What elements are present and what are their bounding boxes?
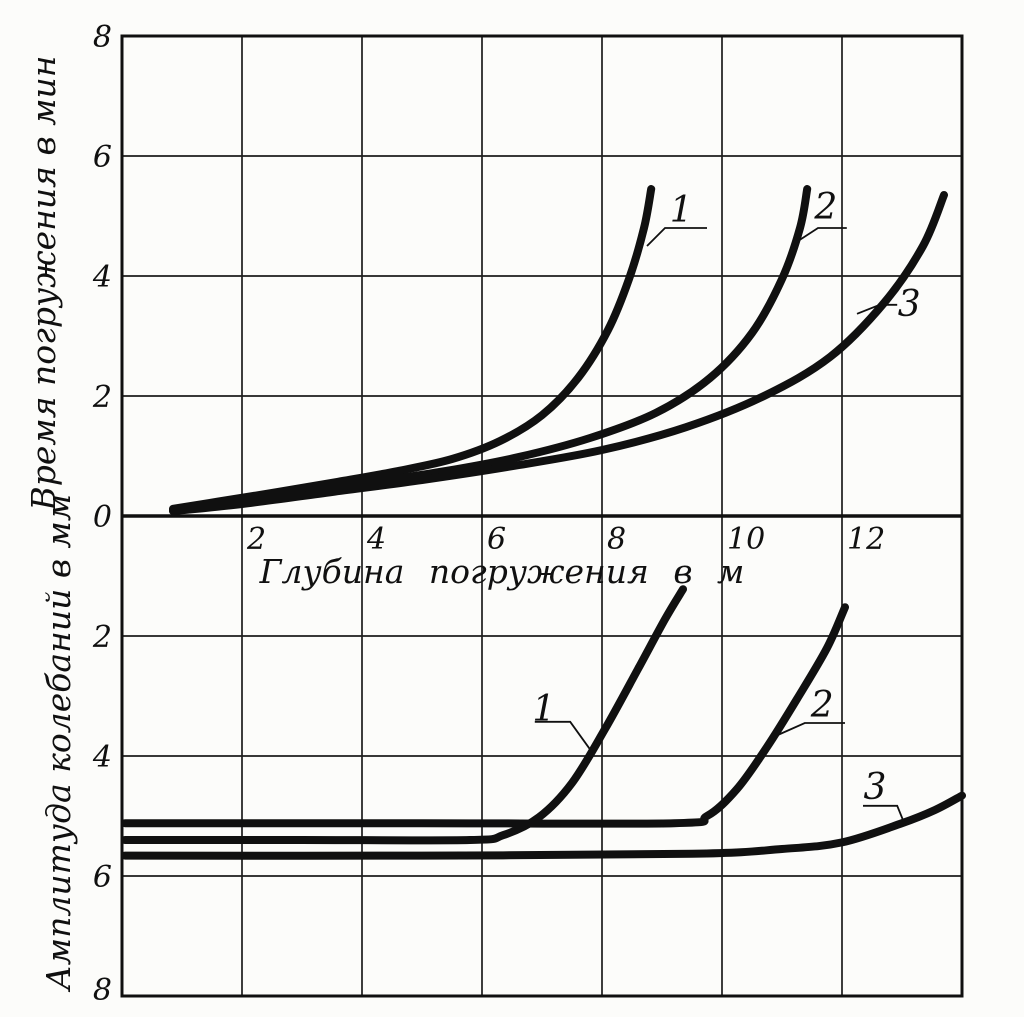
curve-label-1: 1: [532, 689, 555, 730]
x-tick-label: 6: [487, 522, 506, 557]
x-tick-label: 8: [607, 522, 626, 557]
x-tick-label: 2: [246, 522, 266, 557]
curve-2: [121, 603, 849, 828]
curve-2: [169, 185, 812, 514]
annotation-layer: 1 231 23: [532, 187, 921, 826]
x-tick-label: 10: [727, 522, 765, 557]
y-tick-label: 8: [93, 20, 112, 55]
leader-line-curve-2: [793, 227, 847, 245]
curve-3: [169, 191, 948, 516]
x-tick-label: 12: [847, 522, 885, 557]
frame-layer: [120, 34, 964, 998]
curves-bottom-layer: [121, 585, 966, 860]
curve-label-2: 2: [810, 685, 834, 726]
x-tick-label: 4: [366, 522, 386, 557]
leader-line-curve-3: [856, 303, 898, 315]
y-tick-label: 4: [92, 260, 112, 295]
y-tick-label: 4: [92, 740, 112, 775]
leader-line-curve-1: [534, 720, 593, 753]
y-tick-label: 2: [92, 620, 112, 655]
origin-tick-label: 0: [93, 500, 112, 535]
y-axis-title-top: Время погружения в мин: [24, 55, 63, 511]
curve-label-1: 1: [670, 190, 693, 231]
curves-top-layer: [169, 185, 948, 516]
y-tick-label: 6: [93, 860, 112, 895]
curve-label-2: 2: [813, 187, 837, 228]
leader-line-curve-1: [646, 227, 707, 247]
curve-3: [121, 791, 966, 860]
y-tick-label: 2: [92, 380, 112, 415]
x-axis-title: Глубина погружения в м: [259, 552, 745, 591]
curve-label-3: 3: [864, 767, 887, 808]
y-tick-label: 6: [93, 140, 112, 175]
curve-label-3: 3: [898, 284, 921, 325]
curve-1: [169, 185, 656, 513]
curve-1: [121, 585, 687, 845]
leader-line-curve-3: [863, 804, 906, 826]
leader-line-curve-2: [777, 722, 845, 736]
y-axis-title-bottom: Амплитуда колебаний в мм: [39, 494, 78, 992]
y-tick-label: 8: [93, 973, 112, 1008]
